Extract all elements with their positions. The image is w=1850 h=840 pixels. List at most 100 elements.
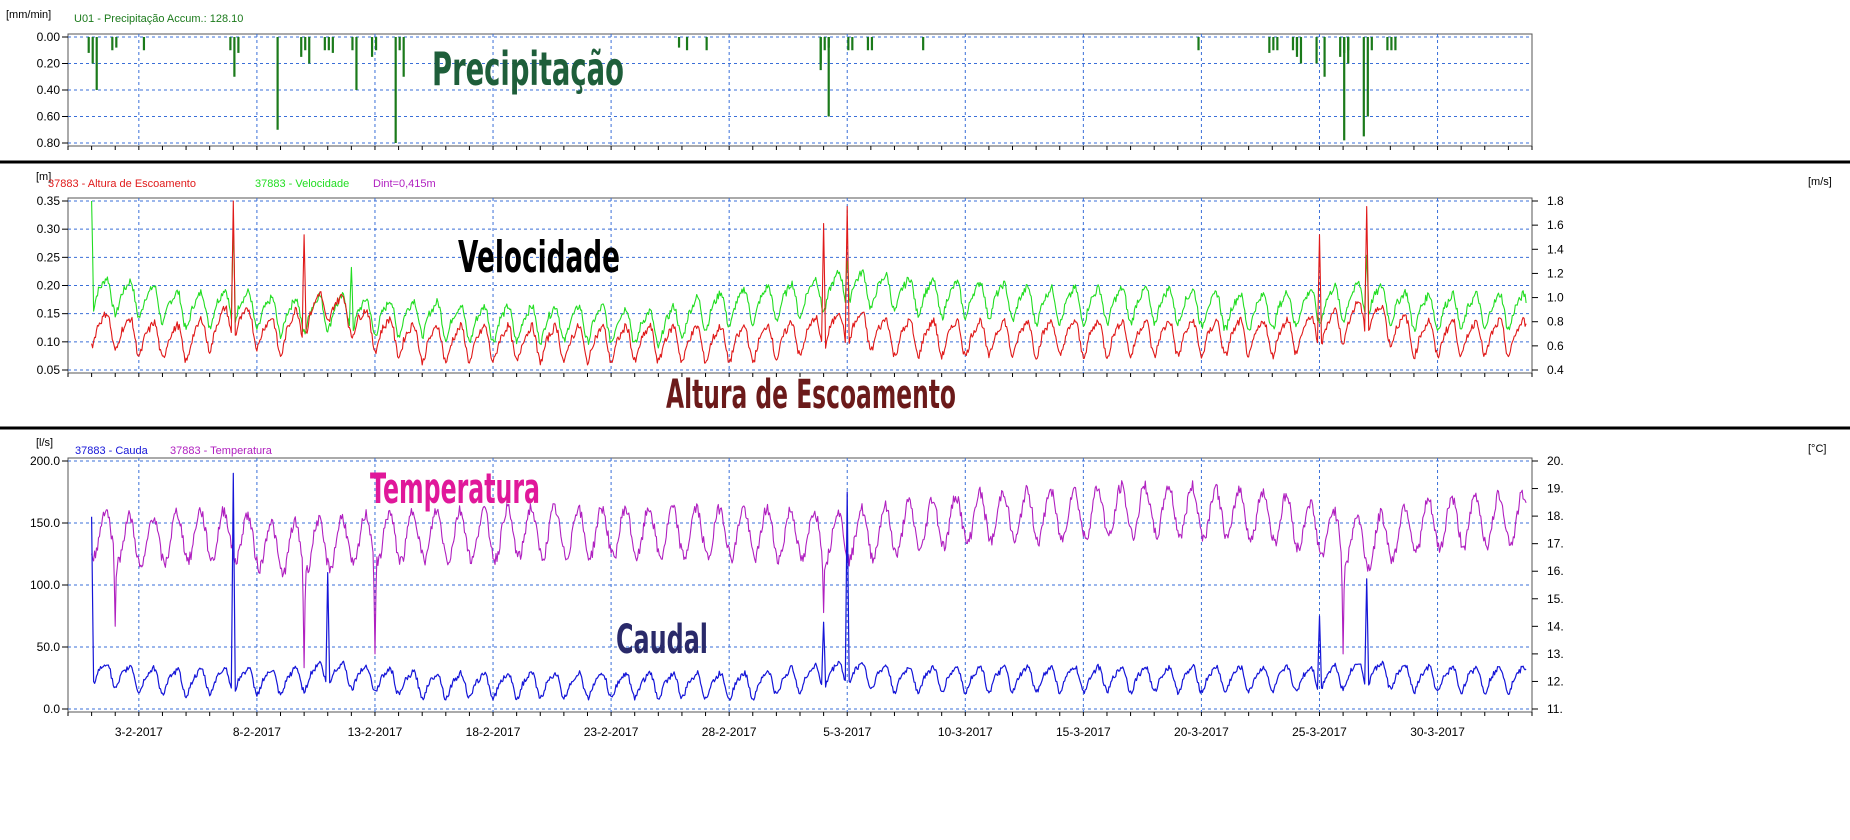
precip-bar-52 bbox=[1366, 37, 1369, 117]
precip-bar-55 bbox=[1390, 37, 1393, 51]
precip-bar-13 bbox=[327, 37, 330, 51]
x-tick-label-7: 10-3-2017 bbox=[938, 725, 993, 739]
precip-bar-30 bbox=[819, 37, 822, 71]
precip-bar-32 bbox=[851, 37, 854, 51]
panel3-legend-temperatura: 37883 - Temperatura bbox=[170, 445, 273, 457]
precip-bar-34 bbox=[870, 37, 874, 51]
precip-bar-18 bbox=[370, 37, 374, 57]
precip-bar-1 bbox=[91, 37, 94, 64]
precip-bar-48 bbox=[1339, 37, 1342, 57]
panel2-annotation-altura: Altura de Escoamento bbox=[666, 372, 956, 418]
precip-bar-9 bbox=[276, 37, 279, 130]
series-velocidade-line bbox=[91, 200, 1527, 349]
panel3-ytick-label-right-7: 13. bbox=[1547, 647, 1564, 661]
panel2-annotation-velocidade: Velocidade bbox=[458, 232, 620, 283]
axis-layer: 3-2-2017 8-2-2017 13-2-2017 18-2-2017 23-2-2… bbox=[30, 30, 1564, 739]
panel1-ytick-label-left-3: 0.60 bbox=[37, 110, 61, 124]
x-tick-label-8: 15-3-2017 bbox=[1056, 725, 1111, 739]
x-tick-label-1: 8-2-2017 bbox=[233, 725, 281, 739]
precip-bar-26 bbox=[827, 37, 830, 117]
precip-bar-35 bbox=[922, 37, 925, 51]
x-tick-label-3: 18-2-2017 bbox=[466, 725, 521, 739]
precip-bar-33 bbox=[866, 37, 870, 51]
panel2-ytick-label-right-7: 0.4 bbox=[1547, 363, 1564, 377]
precip-bar-7 bbox=[233, 37, 236, 77]
panel3-ytick-label-right-5: 15. bbox=[1547, 592, 1564, 606]
panel2-ytick-label-right-0: 1.8 bbox=[1547, 194, 1564, 208]
panel3-ytick-label-left-2: 100.0 bbox=[30, 578, 60, 592]
x-tick-label-0: 3-2-2017 bbox=[115, 725, 163, 739]
panel1-ytick-label-left-2: 0.40 bbox=[37, 83, 61, 97]
panel3-ytick-label-right-0: 20. bbox=[1547, 454, 1564, 468]
precip-bar-38 bbox=[1276, 37, 1279, 51]
precip-bar-56 bbox=[1394, 37, 1397, 51]
series-layer bbox=[87, 37, 1527, 701]
panel1-ytick-label-left-0: 0.00 bbox=[37, 30, 61, 44]
precip-bar-45 bbox=[1315, 37, 1318, 64]
panel1-annotation: Precipitação bbox=[432, 42, 624, 96]
precip-bar-42 bbox=[1291, 37, 1295, 51]
precip-bar-20 bbox=[402, 37, 405, 77]
panel2-ytick-label-right-5: 0.8 bbox=[1547, 315, 1564, 329]
panel3-ytick-label-right-9: 11. bbox=[1547, 702, 1563, 716]
panel2-unit-left: [m] bbox=[36, 171, 51, 183]
precip-bar-41 bbox=[1299, 37, 1303, 64]
series-caudal-line bbox=[91, 472, 1527, 701]
precip-bar-51 bbox=[1362, 37, 1365, 137]
precip-bar-31 bbox=[847, 37, 850, 51]
panel2-ytick-label-right-2: 1.4 bbox=[1547, 242, 1564, 256]
panel2-ytick-label-left-3: 0.20 bbox=[37, 279, 61, 293]
precip-bar-28 bbox=[823, 37, 826, 51]
panel2-ytick-label-left-0: 0.35 bbox=[37, 194, 61, 208]
panel1-unit-label: [mm/min] bbox=[6, 9, 51, 21]
panel3-ytick-label-left-3: 50.0 bbox=[37, 640, 61, 654]
panel2-ytick-label-right-6: 0.6 bbox=[1547, 339, 1564, 353]
panel3-ytick-label-left-4: 0.0 bbox=[43, 702, 60, 716]
precip-bar-22 bbox=[398, 37, 401, 51]
panel3-annotation-caudal: Caudal bbox=[616, 617, 708, 663]
x-tick-label-11: 30-3-2017 bbox=[1410, 725, 1465, 739]
panel3-ytick-label-left-0: 200.0 bbox=[30, 454, 60, 468]
panel2-ytick-label-left-4: 0.15 bbox=[37, 307, 61, 321]
x-tick-label-5: 28-2-2017 bbox=[702, 725, 757, 739]
precip-bar-2 bbox=[95, 37, 98, 90]
panel2-legend-dint: Dint=0,415m bbox=[373, 178, 436, 190]
x-tick-label-4: 23-2-2017 bbox=[584, 725, 639, 739]
panel3-annotation-temperatura: Temperatura bbox=[370, 464, 540, 513]
precip-bar-54 bbox=[1386, 37, 1389, 51]
series-altura-line bbox=[91, 200, 1527, 366]
precip-bar-25 bbox=[705, 37, 708, 51]
precip-bar-50 bbox=[1347, 37, 1350, 51]
precip-bar-5 bbox=[142, 37, 146, 51]
precip-bar-16 bbox=[351, 37, 354, 51]
precip-bar-6 bbox=[229, 37, 232, 51]
x-tick-label-9: 20-3-2017 bbox=[1174, 725, 1229, 739]
precip-bar-17 bbox=[355, 37, 358, 90]
panel1-ytick-label-left-1: 0.20 bbox=[37, 57, 61, 71]
precip-bar-23 bbox=[685, 37, 689, 51]
panel3-ytick-label-right-1: 19. bbox=[1547, 482, 1564, 496]
precip-bar-37 bbox=[1272, 37, 1275, 51]
panel2-ytick-label-left-2: 0.25 bbox=[37, 250, 61, 264]
precip-bar-8 bbox=[237, 37, 240, 53]
grid-layer bbox=[68, 34, 1532, 712]
panel2-ytick-label-right-3: 1.2 bbox=[1547, 266, 1564, 280]
x-tick-label-2: 13-2-2017 bbox=[348, 725, 403, 739]
precip-bar-39 bbox=[1268, 37, 1271, 53]
panel3-ytick-label-right-8: 12. bbox=[1547, 674, 1564, 688]
panel3-legend-caudal: 37883 - Cauda bbox=[75, 445, 149, 457]
precip-bar-4 bbox=[115, 37, 118, 48]
panel3-ytick-label-right-2: 18. bbox=[1547, 509, 1564, 523]
precip-bar-19 bbox=[374, 37, 378, 51]
precip-bar-11 bbox=[308, 37, 311, 64]
panel2-unit-right: [m/s] bbox=[1808, 176, 1832, 188]
precip-bar-12 bbox=[300, 37, 303, 57]
panel2-ytick-label-right-1: 1.6 bbox=[1547, 218, 1564, 232]
precip-bar-14 bbox=[331, 37, 334, 53]
precip-bar-44 bbox=[1323, 37, 1326, 77]
panel3-ytick-label-right-4: 16. bbox=[1547, 564, 1564, 578]
precip-bar-3 bbox=[111, 37, 114, 51]
x-tick-label-10: 25-3-2017 bbox=[1292, 725, 1347, 739]
precip-bar-10 bbox=[304, 37, 307, 51]
